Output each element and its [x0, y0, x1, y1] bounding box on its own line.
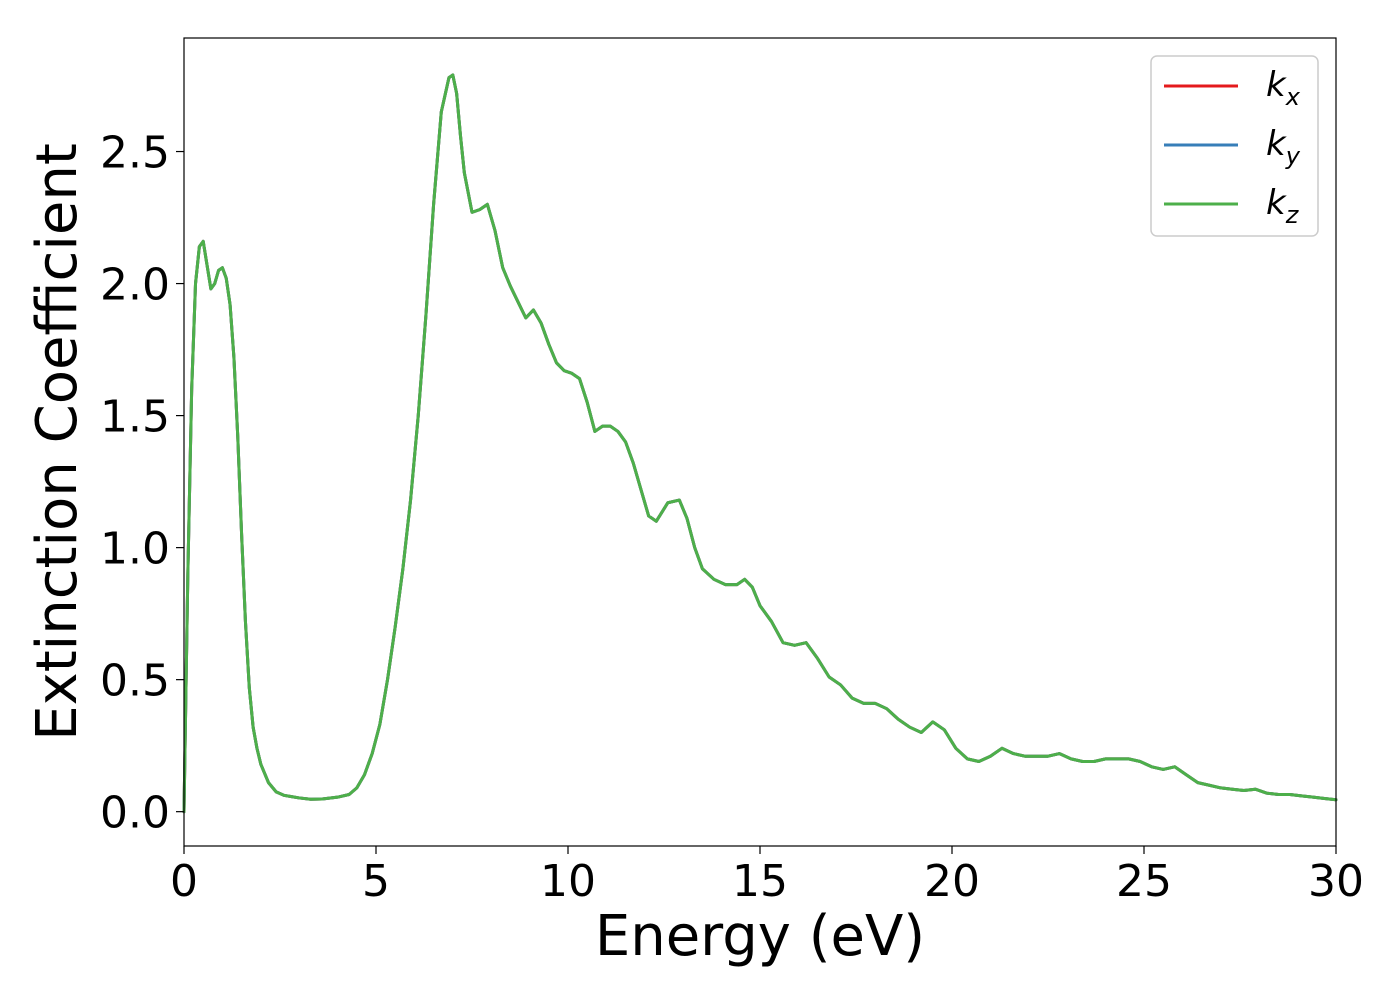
y-tick-label: 1.0 — [100, 524, 170, 575]
legend-label-k-x: kx — [1266, 65, 1301, 111]
x-tick-label: 25 — [1116, 856, 1172, 907]
y-tick-label: 1.5 — [100, 392, 170, 443]
y-tick-label: 2.0 — [100, 260, 170, 311]
x-tick-label: 5 — [362, 856, 390, 907]
x-axis-label: Energy (eV) — [595, 904, 925, 969]
x-tick-label: 10 — [540, 856, 596, 907]
y-tick-label: 0.0 — [100, 788, 170, 839]
series-line-k-z — [182, 73, 1338, 814]
series-layer — [182, 73, 1338, 814]
y-axis-label: Extinction Coefficient — [25, 143, 90, 741]
legend-label-k-z: kz — [1266, 183, 1300, 229]
y-tick-label: 0.5 — [100, 656, 170, 707]
legend: kx ky kz — [1150, 55, 1319, 237]
legend-label-k-y: ky — [1266, 124, 1301, 170]
x-tick-label: 30 — [1308, 856, 1364, 907]
y-axis: 0.0 0.5 1.0 1.5 2.0 2.5 — [100, 128, 184, 839]
y-tick-label: 2.5 — [100, 128, 170, 179]
x-tick-label: 20 — [924, 856, 980, 907]
x-tick-label: 0 — [170, 856, 198, 907]
x-axis: 0 5 10 15 20 25 30 — [170, 846, 1364, 907]
x-tick-label: 15 — [732, 856, 788, 907]
